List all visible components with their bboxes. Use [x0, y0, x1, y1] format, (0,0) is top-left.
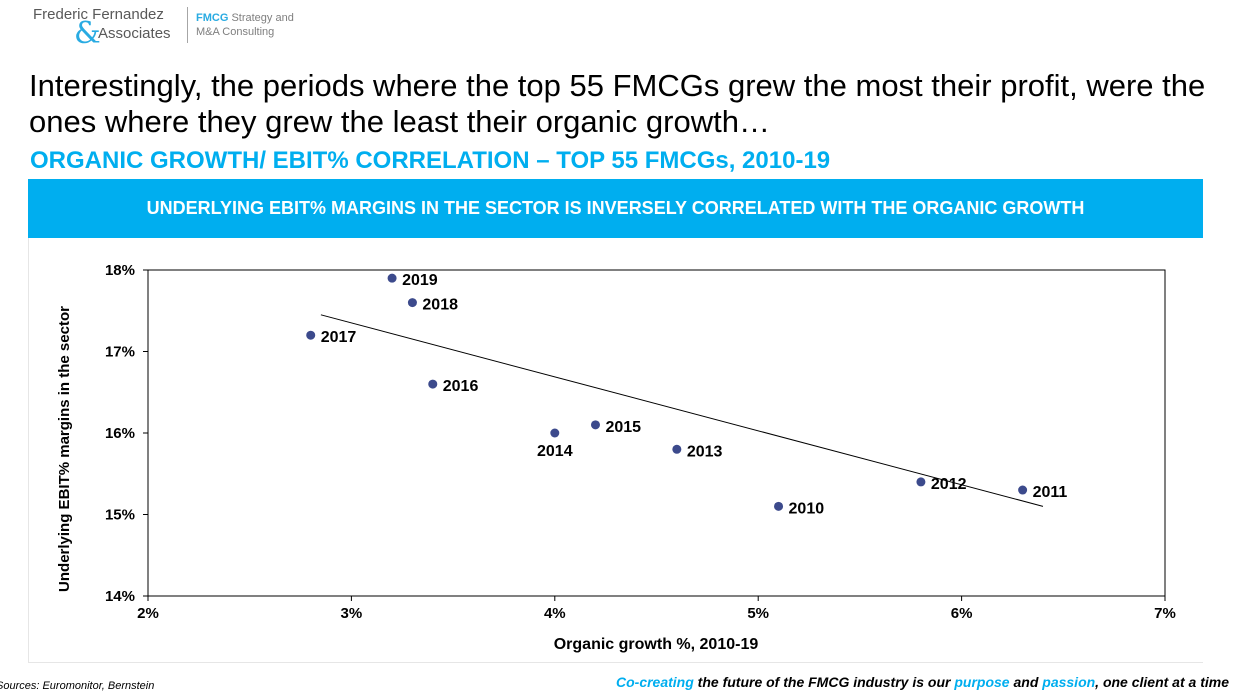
data-point-2016 [428, 379, 438, 389]
footer-part-6: , one client at a time [1095, 674, 1229, 690]
logo-tagline-1: FMCG Strategy and [196, 12, 294, 24]
x-tick-label: 6% [951, 605, 973, 622]
data-label-2017: 2017 [321, 329, 357, 346]
data-label-2013: 2013 [687, 443, 723, 460]
footer-part-1: Co-creating [616, 674, 694, 690]
y-tick-label: 14% [105, 588, 135, 605]
data-point-2018 [407, 298, 417, 308]
chart-panel [28, 238, 1203, 663]
logo-name-line1: Frederic Fernandez [33, 6, 164, 23]
points-group: 2010 2011 2012 2013 2014 2015 2016 2017 2018 2019 [306, 272, 1067, 517]
logo-tag-rest: Strategy and [228, 12, 294, 24]
logo-tagline-2: M&A Consulting [196, 26, 275, 38]
x-tick-label: 5% [747, 605, 769, 622]
y-tick-label: 16% [105, 425, 135, 442]
data-label-2014: 2014 [537, 443, 573, 460]
data-point-2010 [774, 501, 784, 511]
logo-divider [187, 7, 188, 43]
trendline [320, 314, 1044, 507]
footer-part-2: the future of the FMCG industry is our [693, 674, 955, 690]
y-tick-label: 15% [105, 507, 135, 524]
y-axis-ticks: 14% 15% 16% 17% 18% [105, 262, 148, 605]
footer-part-3: purpose [954, 674, 1010, 690]
data-label-2016: 2016 [443, 378, 479, 395]
x-axis-ticks: 2% 3% 4% 5% 6% 7% [137, 596, 1176, 622]
data-point-2012 [916, 477, 926, 487]
logo-tag-brand: FMCG [196, 12, 229, 24]
data-point-2014 [550, 428, 560, 438]
y-tick-label: 18% [105, 262, 135, 279]
data-point-2015 [590, 420, 600, 430]
y-axis-label-bold: EBIT% [56, 462, 73, 510]
data-label-2011: 2011 [1033, 484, 1068, 501]
footer-tagline: Co-creating the future of the FMCG indus… [616, 674, 1229, 690]
x-tick-label: 3% [341, 605, 363, 622]
data-label-2012: 2012 [931, 476, 967, 493]
page-subtitle: ORGANIC GROWTH/ EBIT% CORRELATION – TOP … [30, 147, 831, 174]
logo-name-line2: Associates [98, 25, 171, 42]
page-headline: Interestingly, the periods where the top… [29, 68, 1206, 139]
x-tick-label: 4% [544, 605, 566, 622]
data-point-2011 [1018, 485, 1028, 495]
banner-text: UNDERLYING EBIT% MARGINS IN THE SECTOR I… [146, 198, 1085, 218]
data-label-2019: 2019 [402, 272, 438, 289]
x-tick-label: 7% [1154, 605, 1176, 622]
footer-part-4: and [1009, 674, 1043, 690]
logo-ampersand: & [74, 16, 101, 51]
y-tick-label: 17% [105, 344, 135, 361]
data-label-2010: 2010 [789, 500, 825, 517]
sources-note: Sources: Euromonitor, Bernstein [0, 680, 155, 692]
data-label-2015: 2015 [605, 419, 641, 436]
x-tick-label: 2% [137, 605, 159, 622]
y-axis-label: Underlying EBIT% margins in the sector [56, 306, 73, 592]
company-logo: Frederic Fernandez & Associates FMCG Str… [0, 0, 320, 51]
x-axis-label: Organic growth %, 2010-19 [554, 636, 759, 653]
y-axis-label-suffix: margins in the sector [56, 306, 73, 462]
data-point-2019 [387, 273, 397, 283]
y-axis-label-prefix: Underlying [56, 509, 73, 592]
data-point-2013 [672, 444, 682, 454]
key-message-banner: UNDERLYING EBIT% MARGINS IN THE SECTOR I… [28, 179, 1203, 238]
footer-part-5: passion [1042, 674, 1096, 690]
trendline-group [320, 314, 1044, 507]
data-label-2018: 2018 [422, 297, 458, 314]
data-point-2017 [306, 330, 316, 340]
plot-area-frame [147, 269, 1166, 597]
